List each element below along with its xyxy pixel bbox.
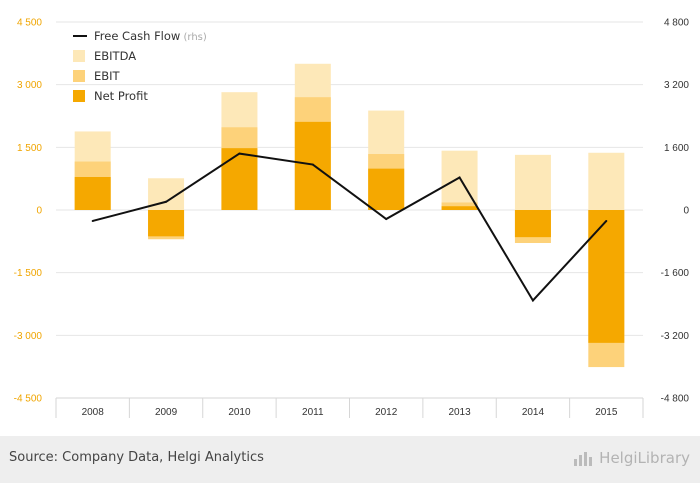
chart: 4 500 3 000 1 500 0 -1 500 -3 000 -4 500 4 800 3… bbox=[14, 18, 690, 418]
free-cash-flow-point bbox=[605, 219, 608, 222]
axes: 4 500 3 000 1 500 0 -1 500 -3 000 -4 500 4 800 3… bbox=[14, 18, 690, 418]
free-cash-flow-line bbox=[91, 152, 608, 303]
legend-label-ebitda: EBITDA bbox=[94, 49, 136, 63]
y-right-tick-label: 0 bbox=[683, 206, 689, 217]
x-tick-label: 2010 bbox=[228, 407, 251, 418]
source-text: Source: Company Data, Helgi Analytics bbox=[9, 450, 264, 465]
x-tick-label: 2013 bbox=[448, 407, 471, 418]
legend-name: EBITDA bbox=[94, 49, 136, 63]
brand-logo[interactable]: HelgiLibrary bbox=[574, 449, 690, 467]
x-tick-label: 2008 bbox=[82, 407, 105, 418]
x-tick-label: 2015 bbox=[595, 407, 618, 418]
y-left-tick-label: 1 500 bbox=[17, 143, 42, 154]
free-cash-flow-point bbox=[385, 218, 388, 221]
legend-sub: (rhs) bbox=[180, 32, 207, 43]
y-left-tick-label: 4 500 bbox=[17, 18, 42, 29]
ebitda-bar bbox=[441, 150, 478, 210]
free-cash-flow-point bbox=[165, 200, 168, 203]
x-tick-label: 2011 bbox=[302, 407, 324, 418]
net-profit-bar bbox=[588, 210, 625, 343]
legend-label-ebit: EBIT bbox=[94, 69, 121, 83]
y-left-tick-label: -3 000 bbox=[14, 331, 43, 342]
legend-swatch-ebit bbox=[73, 70, 85, 82]
footer: Source: Company Data, Helgi Analytics He… bbox=[0, 436, 700, 483]
brand-name: HelgiLibrary bbox=[599, 449, 690, 467]
y-left-tick-label: -1 500 bbox=[14, 268, 43, 279]
net-profit-bar bbox=[221, 148, 258, 210]
free-cash-flow-point bbox=[458, 176, 461, 179]
free-cash-flow-point bbox=[91, 219, 94, 222]
y-right-tick-label: -3 200 bbox=[661, 331, 690, 342]
legend-swatch-net-profit bbox=[73, 90, 85, 102]
y-left-tick-label: 3 000 bbox=[17, 80, 42, 91]
y-right-tick-label: 1 600 bbox=[664, 143, 689, 154]
legend-name: Free Cash Flow bbox=[94, 29, 180, 43]
free-cash-flow-point bbox=[238, 152, 241, 155]
free-cash-flow-polyline bbox=[92, 152, 608, 303]
net-profit-bar bbox=[74, 176, 111, 210]
net-profit-bar bbox=[294, 121, 331, 210]
y-right-tick-label: 3 200 bbox=[664, 80, 689, 91]
ebit-bar bbox=[441, 202, 478, 210]
legend: Free Cash Flow (rhs) EBITDA EBIT Net Profit bbox=[73, 29, 207, 103]
legend-name: EBIT bbox=[94, 69, 121, 83]
free-cash-flow-point bbox=[531, 299, 534, 302]
legend-swatch-ebitda bbox=[73, 50, 85, 62]
net-profit-bar bbox=[148, 210, 185, 237]
grid bbox=[56, 21, 643, 399]
x-tick-label: 2014 bbox=[522, 407, 545, 418]
ebitda-bar bbox=[588, 152, 625, 210]
y-left-tick-label: -4 500 bbox=[14, 394, 43, 405]
net-profit-bar bbox=[514, 210, 551, 238]
y-left-tick-label: 0 bbox=[36, 206, 42, 217]
library-icon bbox=[574, 450, 594, 466]
y-right-tick-label: -1 600 bbox=[661, 268, 690, 279]
bars bbox=[74, 63, 625, 368]
legend-name: Net Profit bbox=[94, 89, 148, 103]
legend-label-net-profit: Net Profit bbox=[94, 89, 148, 103]
x-tick-label: 2009 bbox=[155, 407, 178, 418]
y-right-tick-label: 4 800 bbox=[664, 18, 689, 29]
y-right-tick-label: -4 800 bbox=[661, 394, 690, 405]
x-tick-label: 2012 bbox=[375, 407, 398, 418]
legend-label-free-cash-flow: Free Cash Flow (rhs) bbox=[94, 29, 207, 43]
free-cash-flow-point bbox=[311, 163, 314, 166]
ebitda-bar bbox=[514, 154, 551, 210]
net-profit-bar bbox=[441, 206, 478, 210]
net-profit-bar bbox=[368, 168, 405, 210]
